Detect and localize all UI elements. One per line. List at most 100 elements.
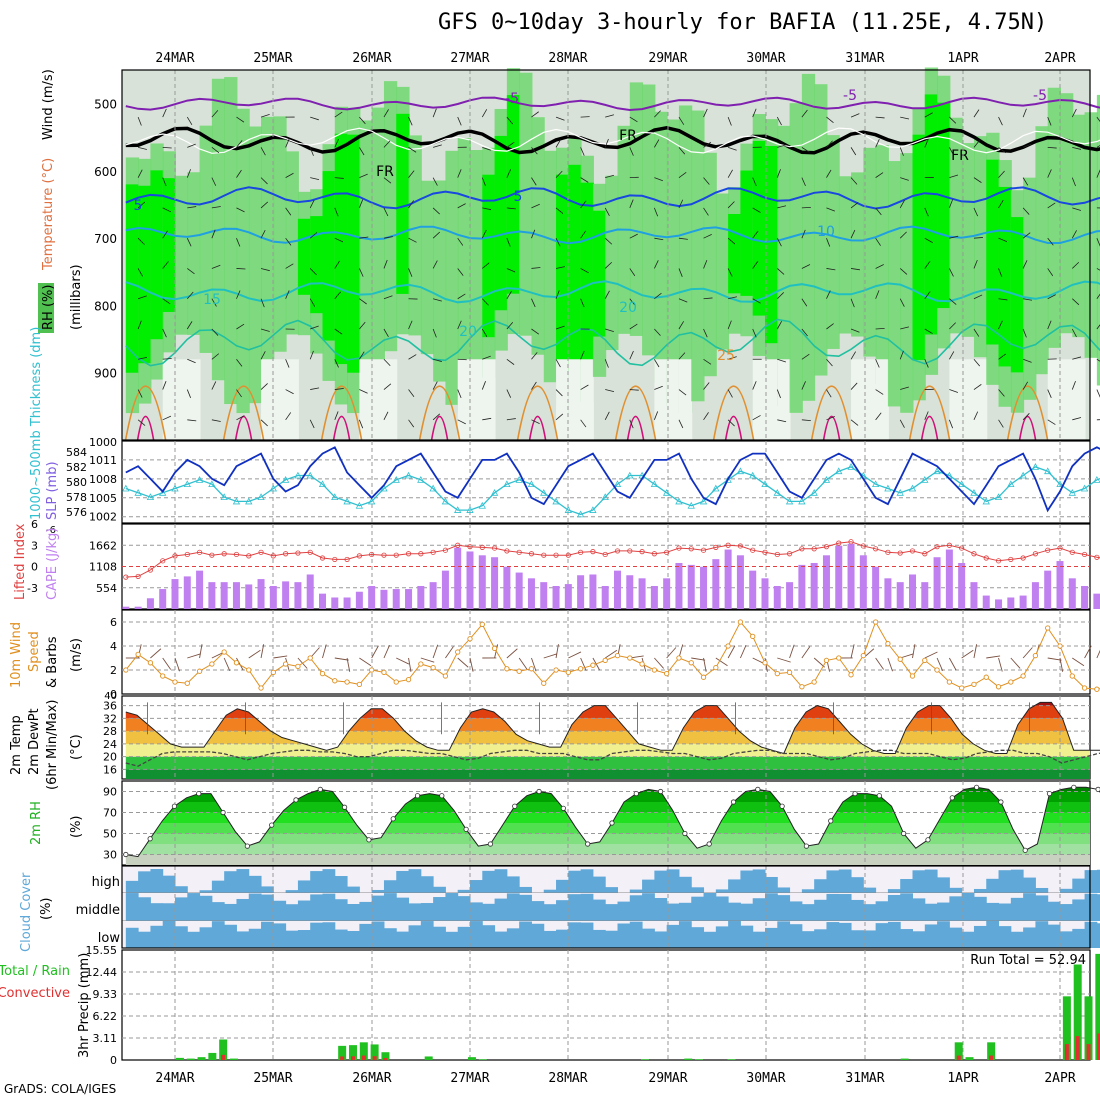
wind-barb: [162, 328, 167, 338]
wind-barb: [629, 298, 636, 307]
wind-barb: [211, 206, 221, 209]
cape-bar: [527, 578, 535, 609]
wind-speed-point: [909, 673, 916, 679]
rh-dry-column: [1060, 359, 1074, 440]
cloud-level-label: high: [92, 875, 120, 890]
cape-bar: [540, 582, 548, 609]
contour-label: FR: [376, 164, 394, 180]
wind-tick: 2: [110, 664, 117, 677]
wind-barb: [408, 237, 417, 243]
cloud-cover-bar: [629, 921, 643, 948]
wind-speed-point: [639, 661, 645, 667]
wind-barb-10m: [162, 657, 172, 670]
wind-barb: [187, 358, 196, 364]
wind-barb: [260, 177, 268, 185]
rh-core: [912, 134, 926, 360]
li-point: [639, 549, 645, 555]
wind-barb: [703, 382, 710, 390]
cloud-cover-bar: [433, 926, 446, 948]
wind-barb: [334, 237, 344, 243]
wind-barb: [605, 114, 615, 118]
wind-barb-10m: [887, 657, 893, 672]
wind-barb: [309, 232, 318, 239]
cloud-cover-bar: [396, 897, 410, 921]
rh-dry-column: [273, 359, 287, 440]
cloud-cover-bar: [740, 870, 754, 893]
rh-point: [585, 841, 591, 847]
thickness-point: [429, 484, 437, 492]
ylabel-cloud-unit: (%): [39, 898, 54, 921]
cloud-cover-bar: [949, 887, 963, 893]
wind-barb: [309, 298, 316, 307]
wind-barb-10m: [248, 649, 261, 659]
ylabel-cape: CAPE (J/kg): [45, 528, 60, 600]
wind-barb: [481, 229, 487, 239]
cape-bar: [159, 589, 167, 609]
wind-barb: [1047, 389, 1052, 398]
cape-bar: [773, 585, 781, 609]
wind-barb: [457, 320, 462, 330]
cloud-cover-bar: [1010, 931, 1024, 948]
wind-barb-10m: [912, 644, 916, 659]
wind-speed-point: [1020, 673, 1026, 679]
cloud-cover-bar: [187, 931, 201, 948]
wind-speed-point: [811, 679, 817, 685]
wind-barb: [580, 350, 585, 360]
wind-speed-point: [627, 655, 633, 661]
wind-barb: [752, 260, 759, 269]
slp-tick: 1002: [89, 511, 117, 524]
wind-barb: [432, 413, 441, 421]
wind-barb: [998, 389, 1005, 397]
rh-band: [1060, 93, 1074, 334]
wind-barb: [678, 237, 688, 240]
wind-barb-10m: [445, 646, 454, 659]
cape-bar: [896, 582, 904, 609]
li-point: [233, 551, 240, 558]
cloud-cover-bar: [519, 921, 532, 948]
cloud-cover-bar: [777, 887, 791, 893]
wind-barb: [801, 381, 806, 390]
wind-speed-line: [125, 620, 1100, 690]
li-point: [762, 549, 768, 555]
thickness-point: [367, 497, 376, 505]
wind-speed-point: [737, 619, 744, 625]
wind-barb: [777, 292, 784, 300]
wind-barb: [285, 359, 290, 368]
li-point: [995, 558, 1002, 564]
date-label-top: 24MAR: [155, 51, 194, 66]
cloud-cover-bar: [789, 924, 803, 948]
cloud-cover-bar: [1072, 899, 1086, 921]
cloud-cover-bar: [949, 896, 963, 921]
thickness-point: [871, 480, 880, 488]
slp-panel-frame: [121, 440, 1091, 524]
precip-conv-bar: [1097, 1033, 1100, 1060]
wind-speed-point: [418, 661, 424, 667]
cape-bar: [380, 589, 388, 609]
li-point: [786, 551, 793, 557]
cloud-cover-bar: [334, 876, 348, 893]
cloud-cover-bar: [642, 879, 655, 893]
wind-speed-point: [221, 649, 227, 655]
wind-speed-point: [860, 652, 866, 659]
wind-barb: [211, 419, 221, 422]
wind-barb: [998, 147, 1006, 154]
rh-band: [1096, 94, 1100, 386]
wind-barb-10m: [420, 657, 435, 663]
cloud-cover-bar: [322, 869, 336, 893]
wind-barb: [875, 207, 882, 216]
wind-barb: [187, 143, 196, 148]
precip-total-bar: [186, 1058, 195, 1060]
wind-speed-point: [369, 667, 375, 673]
wind-barb: [186, 238, 192, 247]
cloud-cover-bar: [519, 894, 532, 921]
rh-point: [657, 788, 664, 795]
wind-speed-point: [516, 668, 522, 674]
precip-conv-bar: [372, 1056, 377, 1060]
rh-band: [900, 153, 914, 413]
thickness-tick: 580: [66, 476, 87, 489]
rh-core: [347, 134, 361, 373]
cloud-cover-bar: [125, 880, 139, 893]
cloud-cover-bar: [900, 893, 913, 921]
cloud-cover-bar: [814, 879, 827, 893]
wind-barb: [1047, 294, 1056, 300]
